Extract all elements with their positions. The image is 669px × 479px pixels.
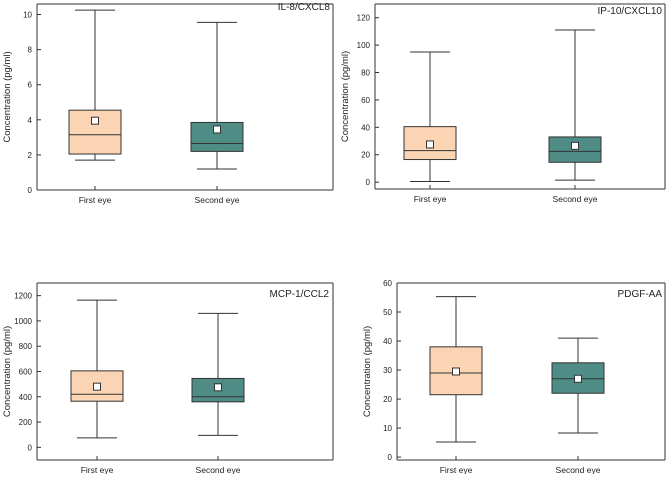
box-2 (548, 29, 602, 181)
mean-marker (91, 116, 99, 125)
x-tick-label: First eye (81, 465, 114, 474)
y-tick-label: 4 (28, 116, 33, 125)
x-tick-label: First eye (440, 465, 473, 474)
y-tick-label: 2 (28, 151, 33, 160)
x-tick-label: Second eye (556, 465, 601, 474)
panel-title: IL-8/CXCL8 (278, 2, 331, 13)
box-1 (403, 51, 457, 182)
box-1 (70, 299, 124, 439)
panel-3: 0 200 400 600 800 1000 1200 Concentration (pg/m… (2, 282, 334, 475)
panel-4: 0 10 20 30 40 50 60 Concentration (pg/ml) PDGF-A… (362, 279, 666, 475)
y-tick-label: 0 (366, 178, 371, 187)
iqr-box (68, 109, 122, 155)
y-tick-label: 1200 (14, 292, 32, 301)
y-tick-label: 40 (383, 337, 392, 346)
box-1 (68, 9, 122, 161)
panel-title: PDGF-AA (618, 289, 663, 300)
x-tick-label: First eye (79, 195, 112, 205)
y-axis-label: Concentration (pg/ml) (2, 326, 13, 417)
box-2 (551, 337, 605, 434)
y-tick-label: 20 (383, 395, 392, 404)
mean-marker (214, 383, 222, 392)
y-tick-label: 1000 (14, 317, 32, 326)
y-tick-label: 600 (19, 368, 33, 377)
mean-marker (452, 367, 460, 376)
y-tick-label: 80 (361, 69, 370, 78)
y-tick-label: 60 (383, 279, 392, 288)
box-2 (190, 21, 244, 170)
y-axis-label: Concentration (pg/ml) (340, 51, 351, 142)
mean-marker (426, 140, 434, 149)
iqr-box (429, 346, 483, 396)
y-tick-label: 400 (19, 393, 33, 402)
mean-marker (574, 374, 582, 383)
iqr-box (551, 362, 605, 394)
y-tick-label: 0 (28, 186, 33, 195)
box-1 (429, 296, 483, 443)
x-tick-label: Second eye (196, 465, 241, 474)
y-tick-label: 6 (28, 81, 33, 90)
y-tick-label: 50 (383, 308, 392, 317)
panel-2: 0 20 40 60 80 100 120 Concentration (pg/ml) IP-1… (340, 3, 666, 204)
y-tick-label: 30 (383, 366, 392, 375)
y-axis-label: Concentration (pg/ml) (362, 326, 373, 417)
mean-marker (213, 125, 221, 134)
y-tick-label: 20 (361, 151, 370, 160)
y-tick-label: 10 (383, 424, 392, 433)
x-tick-label: Second eye (195, 195, 240, 205)
panel-title: MCP-1/CCL2 (270, 289, 330, 300)
y-tick-label: 40 (361, 123, 370, 132)
y-tick-label: 800 (19, 342, 33, 351)
y-tick-label: 0 (28, 443, 33, 452)
panel-1: 0 2 4 6 8 10 Concentration (pg/ml) IL-8/CXCL8 Fi… (2, 2, 334, 205)
y-tick-label: 8 (28, 46, 33, 55)
mean-marker (571, 141, 579, 150)
y-tick-label: 0 (388, 453, 393, 462)
box-2 (191, 312, 245, 436)
y-tick-label: 100 (357, 41, 371, 50)
y-axis-label: Concentration (pg/ml) (2, 51, 13, 142)
panel-title: IP-10/CXCL10 (598, 6, 663, 17)
x-tick-label: Second eye (553, 194, 598, 204)
mean-marker (93, 382, 101, 391)
y-tick-label: 60 (361, 96, 370, 105)
y-tick-label: 200 (19, 418, 33, 427)
y-tick-label: 10 (23, 11, 32, 20)
x-tick-label: First eye (414, 194, 447, 204)
y-tick-label: 120 (357, 14, 371, 23)
